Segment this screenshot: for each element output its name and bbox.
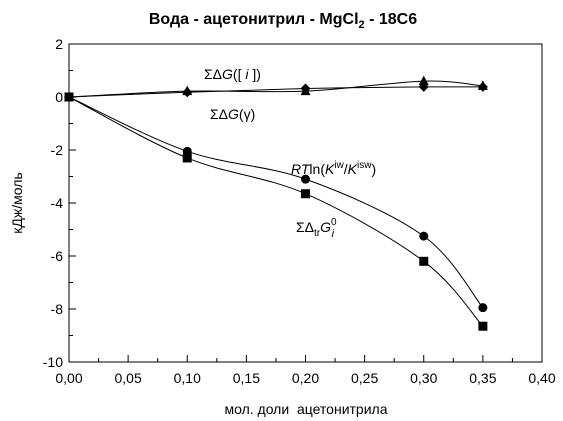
annotation-sum-dtr-pre: ΣΔ [296, 219, 314, 235]
y-tick-label: -2 [51, 142, 64, 158]
y-tick-label: -4 [51, 195, 64, 211]
y-tick-label: -10 [43, 354, 63, 370]
data-point-triangle [418, 75, 429, 86]
annotation-sum-dg-gamma: ΣΔG(γ) [210, 106, 255, 122]
y-tick-label: 0 [55, 89, 63, 105]
annotation-sum-dtr-i: i [332, 228, 335, 240]
annotation-sum-dtr-tr: tr [314, 228, 321, 239]
chart-title-main: Вода - ацетонитрил - MgCl [149, 11, 359, 28]
data-point-square [419, 256, 429, 266]
x-tick-label: 0,15 [233, 370, 260, 386]
x-tick-label: 0,10 [174, 370, 201, 386]
annotation-sum-dg-gamma-pre: ΣΔ [210, 106, 228, 122]
x-tick-label: 0,00 [55, 370, 82, 386]
annotation-k1-sup: iw [334, 160, 344, 171]
annotation-sum-dg-i-g: G [222, 66, 233, 82]
annotation-sum-dtr: ΣΔtrG0 i [296, 217, 337, 240]
annotation-slash: / [344, 161, 348, 177]
annotation-sum-dg-i-pre: ΣΔ [204, 66, 222, 82]
x-axis-title: мол. доли ацетонитрила [224, 401, 387, 417]
annotation-sum-dg-i-index: i [245, 66, 249, 82]
axis-tick-labels: 0,00 0,05 0,10 0,15 0,20 0,25 0,30 0,35 0,40 -10 -… [43, 36, 556, 386]
annotation-sum-dg-i: ΣΔG([ i ]) [204, 66, 261, 82]
x-tick-label: 0,35 [469, 370, 496, 386]
data-point-triangle [182, 85, 193, 96]
x-tick-label: 0,05 [115, 370, 142, 386]
annotation-sum-dtr-g: G [320, 219, 331, 235]
annotation-k2-sup: isw [357, 160, 372, 171]
annotation-sum-dtr-sup: 0 [331, 217, 337, 228]
data-point-square [182, 153, 192, 163]
y-axis-title: кДж/моль [9, 172, 25, 233]
series-line-square [68, 96, 484, 327]
x-tick-label: 0,30 [410, 370, 437, 386]
data-point-circle [478, 303, 488, 313]
annotation-sum-dg-i-paren: ([ [233, 66, 245, 82]
x-tick-label: 0,20 [292, 370, 319, 386]
y-tick-label: 2 [55, 36, 63, 52]
chart-title-subscript: 2 [359, 19, 365, 31]
series-line-triangle [68, 80, 483, 98]
y-tick-label: -8 [51, 301, 64, 317]
annotation-k2: K [348, 161, 358, 177]
data-point-triangle [477, 80, 488, 90]
annotation-sum-dg-gamma-paren: (γ) [239, 106, 255, 122]
x-tick-label: 0,40 [528, 370, 555, 386]
series-markers [64, 75, 488, 331]
data-point-square [64, 92, 74, 102]
chart-title: Вода - ацетонитрил - MgCl2 - 18C6 [149, 11, 417, 31]
chart-title-tail: - 18C6 [365, 11, 418, 28]
y-tick-label: -6 [51, 248, 64, 264]
data-point-triangle [300, 85, 311, 96]
series-line-diamond [68, 86, 483, 98]
data-point-square [478, 321, 488, 331]
annotation-rt: RT [291, 161, 311, 177]
data-point-square [301, 189, 310, 199]
annotation-sum-dg-i-close: ]) [248, 66, 260, 82]
annotation-close: ) [371, 161, 376, 177]
annotation-rt-ln: RTln(Kiw/Kisw) [291, 160, 376, 177]
annotation-sum-dg-gamma-g: G [228, 106, 239, 122]
data-point-circle [419, 231, 429, 241]
annotation-k1: K [325, 161, 335, 177]
data-point-circle [301, 174, 310, 184]
x-tick-label: 0,25 [351, 370, 378, 386]
series-line-circle [68, 96, 484, 308]
annotation-ln: ln( [309, 161, 325, 177]
series-curves [68, 80, 484, 327]
